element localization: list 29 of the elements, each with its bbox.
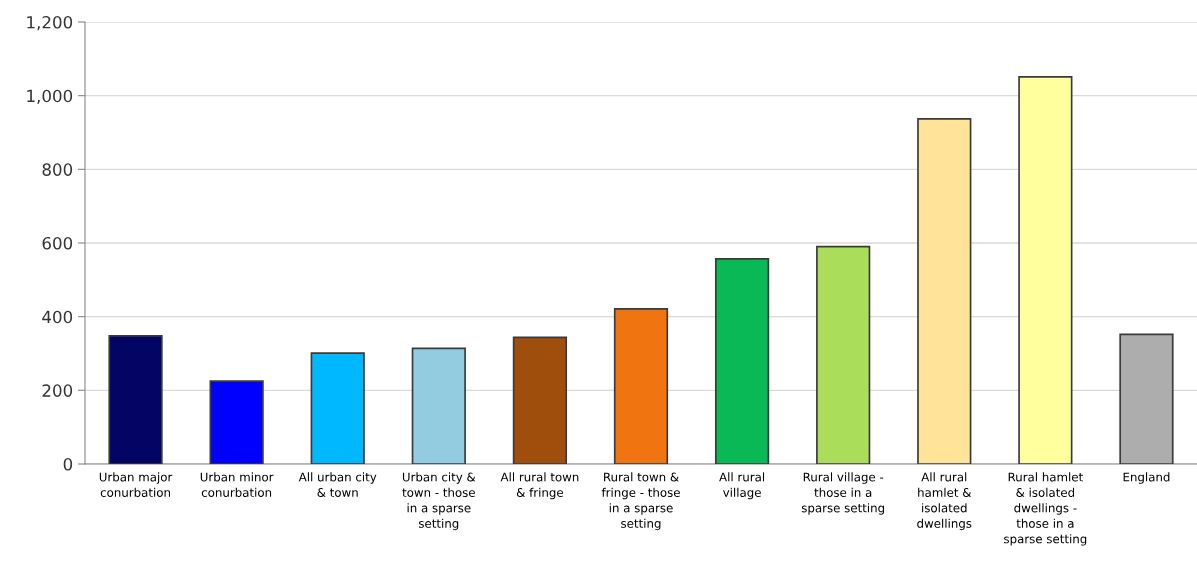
x-tick-label: All urban city & town [298, 472, 377, 497]
y-tick-label: 600 [42, 236, 73, 250]
y-tick-label: 0 [63, 457, 73, 471]
bar [613, 308, 669, 464]
bar [411, 347, 466, 464]
x-tick-label: All rural village [719, 472, 765, 500]
y-tick-label: 400 [42, 310, 73, 324]
x-tick-label: Rural village - those in a sparse setting [801, 472, 885, 515]
y-tick-label: 200 [42, 384, 73, 397]
bar [512, 336, 568, 464]
y-tick-label: 800 [42, 163, 73, 176]
x-tick-label: Urban city & town - those in a sparse setting [402, 472, 476, 531]
x-tick-label: All rural town & fringe [500, 472, 579, 500]
y-tick-label: 1,200 [27, 15, 73, 31]
bar [108, 334, 163, 464]
x-tick-label: Rural town & fringe - those in a sparse setting [601, 472, 680, 531]
bar [1018, 76, 1073, 464]
bar [714, 258, 770, 464]
x-tick-label: Rural hamlet & isolated dwellings - those in a sparse setting [1004, 472, 1087, 546]
x-tick-label: Urban minor conurbation [200, 472, 274, 497]
bar [917, 118, 972, 464]
bar [816, 245, 871, 464]
bar [1119, 333, 1174, 464]
x-tick-label: Urban major conurbation [99, 472, 173, 497]
x-tick-label: All rural hamlet & isolated dwellings [917, 472, 972, 531]
x-tick-label: England [1123, 472, 1170, 484]
bar [310, 352, 365, 464]
y-tick-label: 1,000 [27, 89, 73, 104]
bar [209, 380, 264, 464]
